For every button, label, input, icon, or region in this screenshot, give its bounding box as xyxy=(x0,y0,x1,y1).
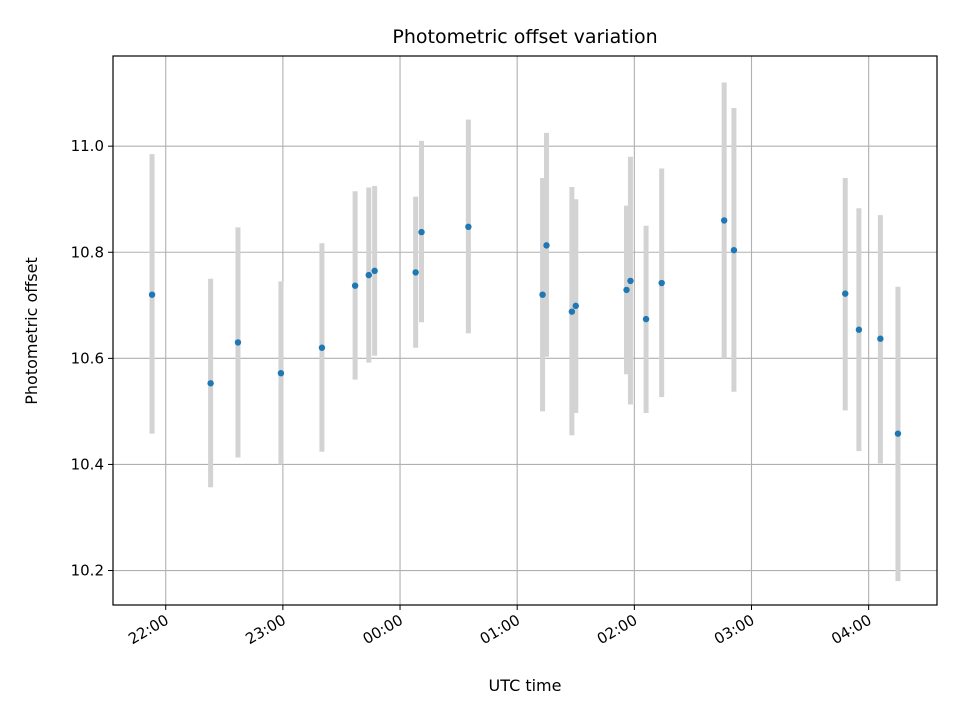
y-axis-ticks: 10.2 10.4 10.6 10.8 11.0 xyxy=(71,137,113,580)
data-point xyxy=(371,267,378,275)
data-point xyxy=(842,290,849,297)
data-point xyxy=(855,326,863,333)
data-point xyxy=(730,246,738,254)
y-axis-label: Photometric offset xyxy=(22,257,41,405)
data-point xyxy=(148,291,156,298)
y-tick-label: 10.8 xyxy=(71,243,104,261)
data-point xyxy=(465,223,472,230)
data-point xyxy=(627,277,634,285)
y-tick-label: 10.2 xyxy=(71,562,104,580)
data-point xyxy=(365,271,372,279)
data-point xyxy=(658,279,665,287)
data-point xyxy=(543,242,550,249)
data-point xyxy=(351,282,359,289)
y-tick-label: 10.4 xyxy=(71,455,104,473)
data-point xyxy=(318,344,326,351)
data-point xyxy=(412,269,419,276)
data-point xyxy=(572,302,579,310)
data-point xyxy=(894,430,902,437)
data-point xyxy=(539,291,546,298)
data-point xyxy=(642,315,650,323)
data-point xyxy=(877,335,884,342)
y-tick-label: 11.0 xyxy=(71,137,104,155)
data-points xyxy=(148,217,902,437)
data-point xyxy=(720,217,728,224)
x-axis-label: UTC time xyxy=(489,676,562,695)
y-tick-label: 10.6 xyxy=(71,349,104,367)
gridlines xyxy=(113,56,937,605)
data-point xyxy=(207,380,214,387)
data-point xyxy=(623,286,630,294)
chart-title: Photometric offset variation xyxy=(392,26,657,48)
data-point xyxy=(568,308,576,315)
data-point xyxy=(418,228,425,236)
data-point xyxy=(277,370,285,377)
data-point xyxy=(234,339,242,346)
plot-frame xyxy=(112,55,938,606)
